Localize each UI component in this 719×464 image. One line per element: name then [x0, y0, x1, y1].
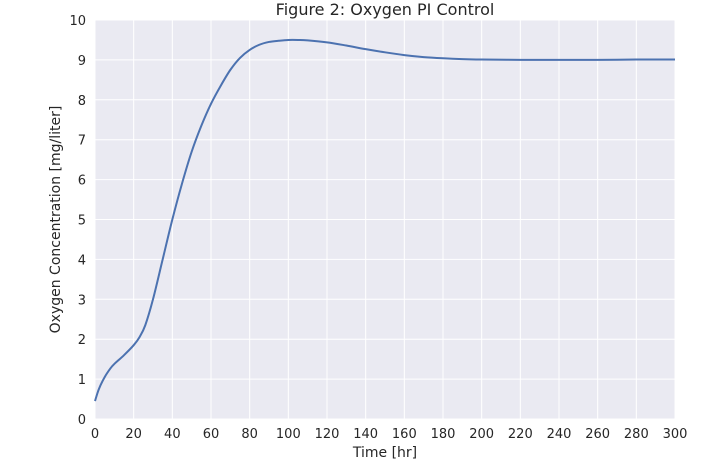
x-tick-labels: 0 20 40 60 80 100 120 140 160 180 200 220 240 260 280 3… [91, 427, 688, 442]
x-tick-label: 140 [353, 427, 378, 442]
y-tick-label: 1 [78, 373, 86, 388]
y-tick-label: 4 [78, 253, 86, 268]
x-tick-label: 20 [125, 427, 142, 442]
x-tick-label: 180 [431, 427, 456, 442]
x-tick-label: 40 [164, 427, 181, 442]
y-tick-label: 3 [78, 293, 86, 308]
x-tick-label: 220 [508, 427, 533, 442]
x-axis-label: Time [hr] [352, 445, 417, 461]
x-tick-label: 100 [276, 427, 301, 442]
x-tick-label: 60 [203, 427, 220, 442]
y-tick-label: 0 [78, 413, 86, 428]
y-tick-label: 7 [78, 134, 86, 149]
x-tick-label: 240 [547, 427, 572, 442]
y-tick-label: 2 [78, 333, 86, 348]
y-tick-label: 6 [78, 174, 86, 189]
x-tick-label: 80 [241, 427, 258, 442]
chart-title: Figure 2: Oxygen PI Control [276, 0, 495, 19]
y-tick-label: 9 [78, 54, 86, 69]
x-tick-label: 280 [624, 427, 649, 442]
x-tick-label: 200 [469, 427, 494, 442]
x-tick-label: 160 [392, 427, 417, 442]
x-tick-label: 300 [663, 427, 688, 442]
y-tick-label: 8 [78, 94, 86, 109]
x-tick-label: 260 [585, 427, 610, 442]
y-tick-labels: 0 1 2 3 4 5 6 7 8 9 10 [69, 14, 86, 428]
y-tick-label: 10 [69, 14, 86, 29]
x-tick-label: 120 [315, 427, 340, 442]
series-line [94, 38, 676, 402]
y-axis-label: Oxygen Concentration [mg/liter] [48, 106, 64, 334]
y-tick-label: 5 [78, 214, 86, 229]
x-tick-label: 0 [91, 427, 99, 442]
